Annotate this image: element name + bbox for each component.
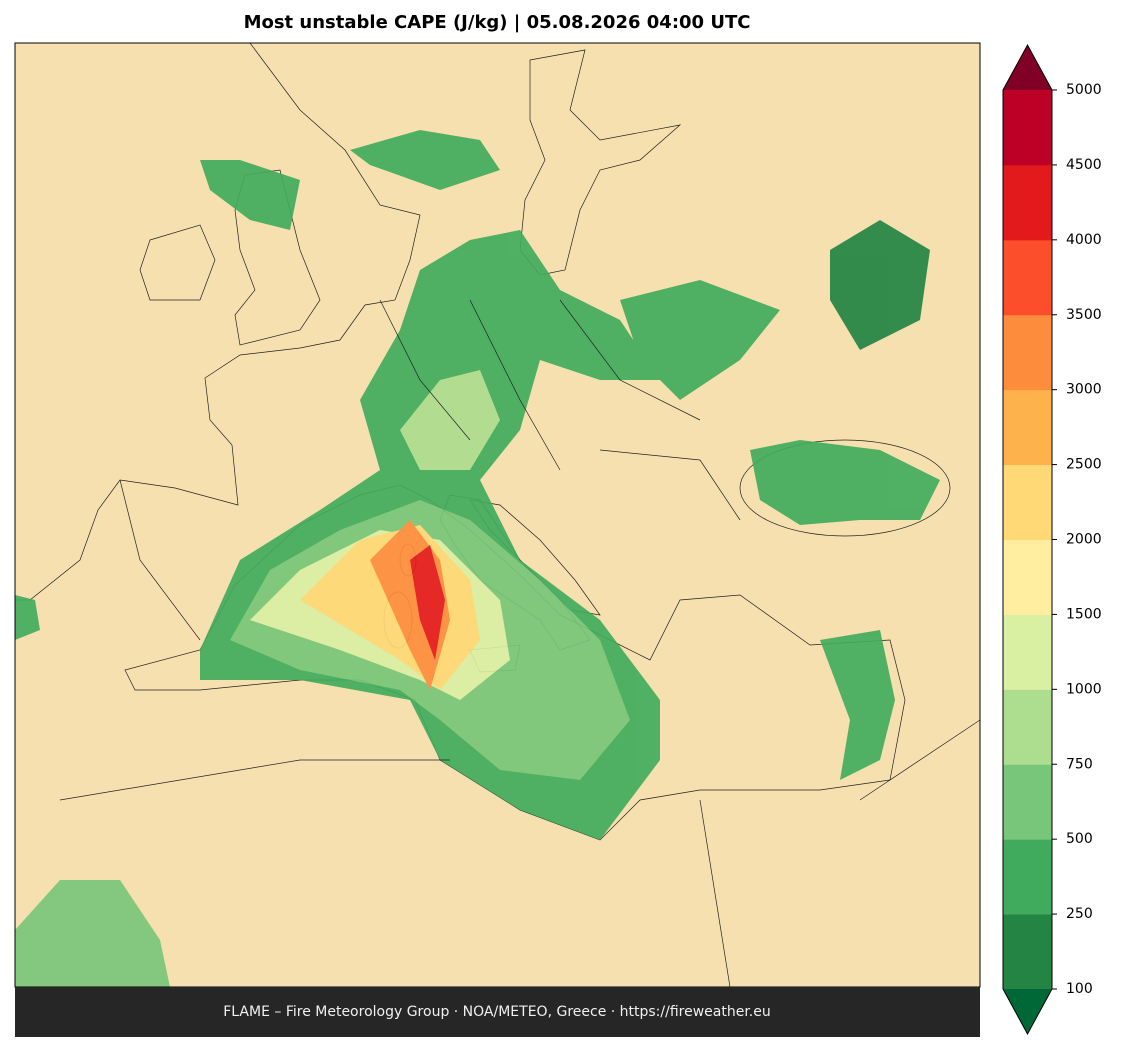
- cape-field: [15, 130, 940, 987]
- colorbar-segment: [1003, 764, 1052, 840]
- colorbar-segment: [1003, 464, 1052, 540]
- colorbar-segment: [1003, 839, 1052, 915]
- cape-north: [350, 130, 500, 190]
- colorbar-segment: [1003, 314, 1052, 391]
- atlantic-sea: [15, 43, 421, 601]
- colorbar-tick-label: 2500: [1066, 457, 1102, 473]
- cape-africa: [15, 880, 170, 987]
- colorbar-over: [1003, 45, 1052, 90]
- footer-text: FLAME – Fire Meteorology Group · NOA/MET…: [223, 1004, 771, 1020]
- cape-east: [620, 280, 780, 400]
- colorbar-segment: [1003, 389, 1052, 466]
- cape-black-sea: [750, 440, 940, 525]
- colorbar: 100 250 500 750 1000 1500 2000 2500 3000 3500 4000…: [1002, 43, 1102, 1036]
- colorbar-segment: [1003, 164, 1052, 241]
- cape-uk: [200, 160, 300, 230]
- colorbar-segment: [1003, 614, 1052, 690]
- colorbar-tick-label: 4500: [1066, 157, 1102, 173]
- colorbar-segment: [1003, 90, 1052, 166]
- colorbar-segment: [1003, 914, 1052, 990]
- colorbar-tick-label: 5000: [1066, 82, 1102, 98]
- colorbar-tick-label: 3000: [1066, 382, 1102, 398]
- ireland: [139, 224, 216, 301]
- colorbar-tick-label: 750: [1066, 756, 1093, 772]
- baltic-sea: [519, 49, 682, 276]
- colorbar-tick-label: 1000: [1066, 681, 1102, 697]
- map: [14, 42, 981, 988]
- colorbar-tick-label: 3500: [1066, 307, 1102, 323]
- colorbar-tick-label: 500: [1066, 831, 1093, 847]
- cape-atlantic: [15, 595, 40, 640]
- colorbar-segment: [1003, 239, 1052, 316]
- country-borders: [59, 299, 980, 987]
- colorbar-tick-label: 1500: [1066, 606, 1102, 622]
- black-sea: [739, 439, 951, 537]
- colorbar-segment: [1003, 689, 1052, 765]
- colorbar-tick-label: 250: [1066, 906, 1093, 922]
- colorbar-under: [1003, 989, 1052, 1034]
- colorbar-tick-label: 4000: [1066, 232, 1102, 248]
- cape-levant: [820, 630, 895, 780]
- colorbar-tick-label: 2000: [1066, 532, 1102, 548]
- footer-band: [15, 987, 980, 1037]
- colorbar-tick-label: 100: [1066, 981, 1093, 997]
- cape-4000: [410, 545, 445, 660]
- cape-russia: [830, 220, 930, 350]
- map-title: Most unstable CAPE (J/kg) | 05.08.2026 0…: [244, 12, 751, 33]
- colorbar-segment: [1003, 539, 1052, 615]
- cape-750: [400, 370, 500, 470]
